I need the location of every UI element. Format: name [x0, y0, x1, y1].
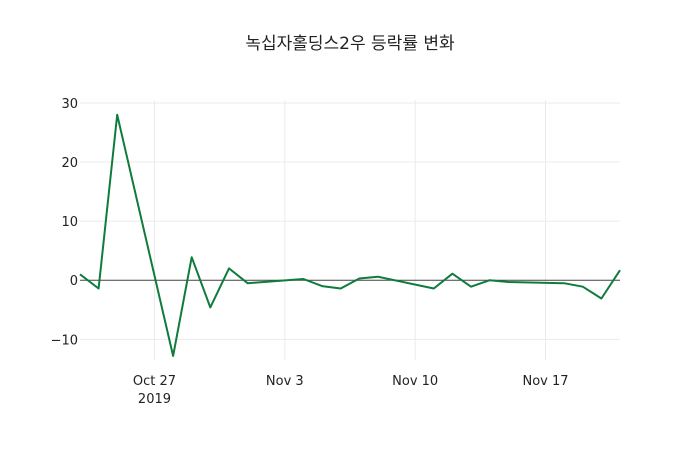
- x-tick-label: Nov 10: [392, 374, 438, 389]
- y-tick-label: 10: [61, 215, 78, 230]
- x-axis-ticks: Oct 27 2019 Nov 3 Nov 10 Nov 17: [133, 374, 569, 407]
- chart-title: 녹십자홀딩스2우 등락률 변화: [245, 34, 455, 54]
- y-tick-label: −10: [51, 333, 78, 348]
- x-tick-label: Nov 3: [266, 374, 304, 389]
- y-tick-label: 30: [61, 97, 78, 112]
- y-tick-label: 20: [61, 156, 78, 171]
- x-tick-label: Oct 27: [133, 374, 176, 389]
- y-axis-ticks: 30 20 10 0 −10: [51, 97, 78, 348]
- series-line: [79, 113, 621, 357]
- y-tick-label: 0: [70, 274, 78, 289]
- gridlines: [80, 100, 620, 360]
- x-tick-year-label: 2019: [138, 392, 171, 407]
- x-tick-label: Nov 17: [522, 374, 568, 389]
